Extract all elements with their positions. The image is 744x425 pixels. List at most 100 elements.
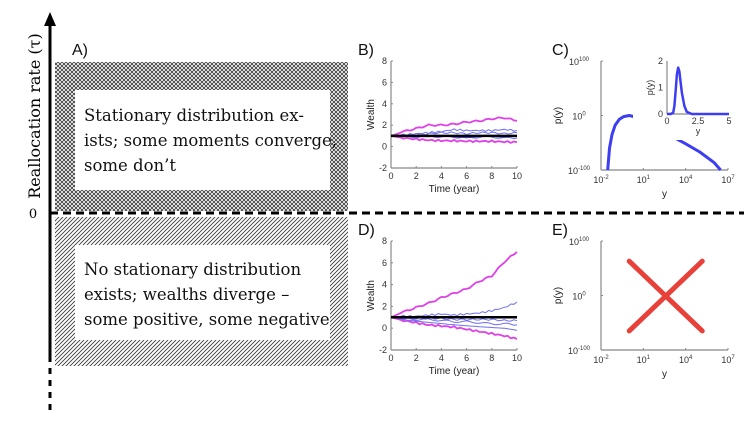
x-tick-label: 10 <box>512 353 522 363</box>
panel-label: B) <box>358 42 374 59</box>
tick-base: 10 <box>679 355 689 365</box>
tick-exponent: 0 <box>582 112 586 118</box>
tick-base: 10 <box>568 166 578 176</box>
inset-y-axis-label: p(y) <box>645 80 655 96</box>
y-tick-label: 6 <box>382 77 387 87</box>
inset-x-tick-label: 5 <box>726 116 731 126</box>
y-tick-label: 10-100 <box>568 166 591 176</box>
x-tick-label: 0 <box>388 353 393 363</box>
tick-base: 10 <box>721 355 731 365</box>
panel-a: A) Stationary distribution ex- ists; som… <box>55 42 348 366</box>
wealth-trajectory-line <box>390 134 518 140</box>
arrow-up-icon <box>44 12 56 26</box>
y-tick-label: 100 <box>572 292 586 302</box>
tick-base: 10 <box>679 175 689 185</box>
y-axis-label: p(y) <box>553 287 564 304</box>
tick-base: 10 <box>572 292 582 302</box>
tick-base: 10 <box>568 346 578 356</box>
panel-label: E) <box>552 222 568 239</box>
tick-exponent: -2 <box>603 355 609 361</box>
x-tick-label: 2 <box>414 171 419 181</box>
panel-label: C) <box>552 42 569 59</box>
y-tick-label: 8 <box>382 56 387 66</box>
nonstationary-textbox <box>75 245 330 340</box>
x-tick-label: 4 <box>439 353 444 363</box>
y-tick-label: 0 <box>382 142 387 152</box>
y-tick-label: 10-100 <box>568 346 591 356</box>
x-tick-label: 2 <box>414 353 419 363</box>
tick-base: 10 <box>637 355 647 365</box>
x-tick-label: 104 <box>679 355 693 365</box>
wealth-trajectory-line <box>390 135 518 144</box>
x-tick-label: 6 <box>464 171 469 181</box>
tick-base: 10 <box>593 355 603 365</box>
inset-background <box>633 57 737 140</box>
x-tick-label: 107 <box>721 355 735 365</box>
x-tick-label: 4 <box>439 171 444 181</box>
inset-y-tick-label: 0 <box>658 109 663 119</box>
x-tick-label: 107 <box>721 175 735 185</box>
panel-label: D) <box>358 222 375 239</box>
x-tick-label: 10-2 <box>593 355 609 365</box>
x-axis-label: Time (year) <box>429 366 480 377</box>
tick-exponent: 4 <box>689 355 693 361</box>
y-tick-label: 2 <box>382 120 387 130</box>
y-tick-label: 4 <box>382 99 387 109</box>
tick-exponent: 100 <box>579 57 590 63</box>
x-tick-label: 0 <box>388 171 393 181</box>
inset-distribution-curve <box>667 66 729 116</box>
tick-exponent: -2 <box>603 175 609 181</box>
wealth-trajectory-line <box>390 251 518 319</box>
y-tick-label: 0 <box>382 323 387 333</box>
x-tick-label: 10 <box>512 171 522 181</box>
stationary-text-line1: Stationary distribution ex- <box>84 106 304 125</box>
x-tick-label: 104 <box>679 175 693 185</box>
y-axis-label: Wealth <box>366 99 377 130</box>
wealth-trajectory-line <box>390 316 518 340</box>
inset-plot: 0 2.5 5 0 1 2 y p(y) <box>633 56 737 140</box>
inset-x-tick-label: 2.5 <box>692 116 705 126</box>
nonstationary-text-line2: exists; wealths diverge – <box>84 285 289 304</box>
nonstationary-text-line1: No stationary distribution <box>84 260 301 279</box>
y-axis-label: p(y) <box>553 107 564 124</box>
x-tick-label: 8 <box>489 171 494 181</box>
inset-y-tick-label: 2 <box>658 56 663 66</box>
y-tick-label: -2 <box>379 345 387 355</box>
x-axis-label: Time (year) <box>429 184 480 195</box>
y-axis-label: Wealth <box>366 280 377 311</box>
inset-y-tick-label: 1 <box>658 83 663 93</box>
tau-axis: Reallocation rate (τ) 0 <box>25 12 56 412</box>
x-tick-label: 101 <box>637 355 651 365</box>
stationary-textbox <box>75 90 330 190</box>
tick-base: 10 <box>569 237 579 247</box>
y-tick-label: 4 <box>382 280 387 290</box>
tick-exponent: 7 <box>731 175 735 181</box>
cross-icon <box>626 258 705 334</box>
tick-exponent: 1 <box>647 355 651 361</box>
nonstationary-text-line3: some positive, some negative <box>84 310 330 329</box>
inset-x-axis-label: y <box>696 126 701 136</box>
tick-base: 10 <box>721 175 731 185</box>
x-tick-label: 6 <box>464 353 469 363</box>
zero-label: 0 <box>29 207 37 222</box>
tick-exponent: 4 <box>689 175 693 181</box>
wealth-trajectory-line <box>390 128 518 137</box>
wealth-trajectory-line <box>390 316 518 326</box>
panel-a-label: A) <box>72 42 88 59</box>
x-tick-label: 10-2 <box>593 175 609 185</box>
tick-exponent: 7 <box>731 355 735 361</box>
stationary-text-line2: ists; some moments converge, <box>84 131 337 150</box>
y-tick-label: 2 <box>382 301 387 311</box>
tick-base: 10 <box>593 175 603 185</box>
x-axis-label: y <box>662 369 667 380</box>
y-tick-label: -2 <box>379 163 387 173</box>
wealth-trajectory-line <box>390 116 518 137</box>
tick-exponent: 100 <box>579 237 590 243</box>
tick-exponent: 1 <box>647 175 651 181</box>
